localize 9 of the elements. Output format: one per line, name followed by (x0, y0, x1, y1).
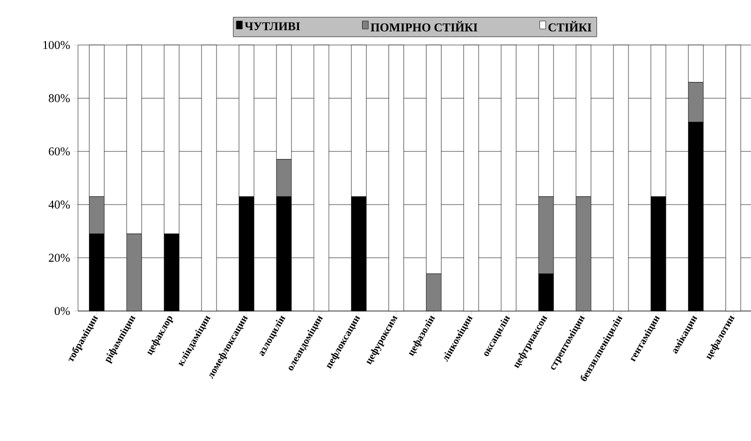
y-tick-label: 100% (43, 40, 70, 50)
legend-label: ЧУТЛИВІ (244, 22, 300, 30)
y-tick-label: 60% (48, 147, 70, 156)
y-tick-label: 40% (48, 200, 70, 209)
y-tick-label: 0% (54, 306, 70, 316)
legend-label: СТІЙКІ (548, 21, 592, 32)
y-tick-label: 80% (48, 94, 70, 102)
legend-label: ПОМІРНО СТІЙКІ (370, 21, 478, 32)
y-tick-label: 20% (48, 254, 70, 262)
